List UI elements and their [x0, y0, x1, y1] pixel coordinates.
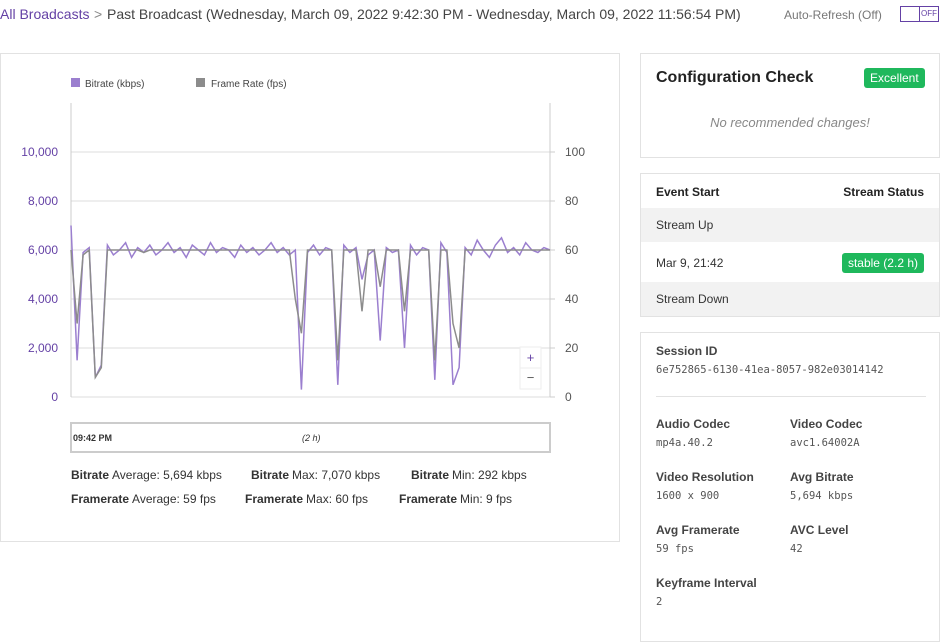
stat-name: Bitrate	[411, 468, 450, 482]
stat-name: Bitrate	[71, 468, 110, 482]
y-tick-label: 6,000	[28, 243, 58, 257]
events-header: Stream Status	[843, 185, 924, 199]
field-label: Keyframe Interval	[656, 576, 757, 590]
field-label: Audio Codec	[656, 417, 730, 431]
y2-tick-label: 0	[565, 390, 572, 404]
y2-tick-label: 40	[565, 292, 579, 306]
y2-tick-label: 100	[565, 145, 585, 159]
stat: Bitrate Min: 292 kbps	[411, 468, 527, 482]
stat-name: Framerate	[245, 492, 304, 506]
field-value: 5,694 kbps	[790, 490, 854, 502]
legend-swatch	[196, 78, 205, 87]
event-row: Mar 9, 21:42 stable (2.2 h)	[641, 242, 939, 282]
status-badge: stable (2.2 h)	[841, 253, 924, 273]
y2-tick-label: 20	[565, 341, 579, 355]
range-span: (2 h)	[302, 433, 321, 443]
stat-text: Average: 5,694 kbps	[112, 468, 222, 482]
stat-name: Bitrate	[251, 468, 290, 482]
y-tick-label: 10,000	[21, 145, 58, 159]
field-label: Video Resolution	[656, 470, 754, 484]
field-value: avc1.64002A	[790, 437, 860, 449]
stat: Framerate Average: 59 fps	[71, 492, 216, 506]
stat-text: Max: 60 fps	[306, 492, 369, 506]
stat-text: Min: 9 fps	[460, 492, 513, 506]
legend-label: Frame Rate (fps)	[211, 79, 287, 90]
stat-text: Max: 7,070 kbps	[292, 468, 381, 482]
stat: Bitrate Max: 7,070 kbps	[251, 468, 380, 482]
field-value: 2	[656, 596, 663, 608]
field-value: 1600 x 900	[656, 490, 720, 502]
event-start: Mar 9, 21:42	[656, 256, 724, 270]
field-value: mp4a.40.2	[656, 437, 713, 449]
toggle-knob	[901, 7, 920, 21]
stat-name: Framerate	[399, 492, 458, 506]
field-value: 59 fps	[656, 543, 694, 555]
stat: Bitrate Average: 5,694 kbps	[71, 468, 222, 482]
config-title: Configuration Check	[656, 69, 814, 86]
stat-name: Framerate	[71, 492, 130, 506]
auto-refresh-label: Auto-Refresh (Off)	[784, 8, 882, 22]
y2-tick-label: 80	[565, 194, 579, 208]
separator: >	[94, 6, 103, 22]
config-message: No recommended changes!	[710, 115, 870, 130]
y2-tick-label: 60	[565, 243, 579, 257]
chart-panel	[0, 53, 620, 542]
field-label: Avg Framerate	[656, 523, 740, 537]
range-start: 09:42 PM	[73, 433, 112, 443]
stat: Framerate Min: 9 fps	[399, 492, 512, 506]
events-header: Event Start	[656, 185, 720, 199]
zoom-out[interactable]	[519, 367, 542, 390]
events-card: Event Start Stream Status Stream Up Mar …	[640, 173, 940, 317]
field-label: AVC Level	[790, 523, 849, 537]
event-row: Stream Up	[641, 208, 939, 242]
field-value: 42	[790, 543, 803, 555]
auto-refresh-toggle[interactable]: OFF	[900, 6, 939, 22]
field-label: Video Codec	[790, 417, 863, 431]
session-card: Session ID 6e752865-6130-41ea-8057-982e0…	[640, 332, 940, 642]
event-start: Stream Down	[656, 292, 729, 306]
y-tick-label: 2,000	[28, 341, 58, 355]
page-title: Past Broadcast (Wednesday, March 09, 202…	[107, 6, 741, 22]
series-line	[70, 225, 551, 390]
session-id-label: Session ID	[656, 344, 718, 358]
legend-swatch	[71, 78, 80, 87]
config-card: Configuration Check Excellent No recomme…	[640, 53, 940, 158]
y-tick-label: 0	[51, 390, 58, 404]
navigator	[70, 422, 551, 453]
zoom-in-label: +	[527, 350, 535, 365]
config-badge: Excellent	[864, 68, 925, 88]
stat: Framerate Max: 60 fps	[245, 492, 368, 506]
series-line	[70, 248, 550, 380]
toggle-text: OFF	[921, 9, 937, 18]
y-tick-label: 8,000	[28, 194, 58, 208]
field-label: Avg Bitrate	[790, 470, 854, 484]
legend-label: Bitrate (kbps)	[85, 79, 144, 90]
divider	[656, 396, 926, 397]
zoom-out-label: −	[527, 370, 535, 385]
stat-text: Min: 292 kbps	[452, 468, 527, 482]
event-start: Stream Up	[656, 218, 714, 232]
y-tick-label: 4,000	[28, 292, 58, 306]
session-id: 6e752865-6130-41ea-8057-982e03014142	[656, 364, 884, 376]
breadcrumb-link[interactable]: All Broadcasts	[0, 6, 90, 22]
stat-text: Average: 59 fps	[132, 492, 216, 506]
event-row: Stream Down	[641, 282, 939, 316]
chart: 0 2,000 4,000 6,000 8,000 10,000 0 20 40 60 80 100 B…	[21, 78, 585, 453]
